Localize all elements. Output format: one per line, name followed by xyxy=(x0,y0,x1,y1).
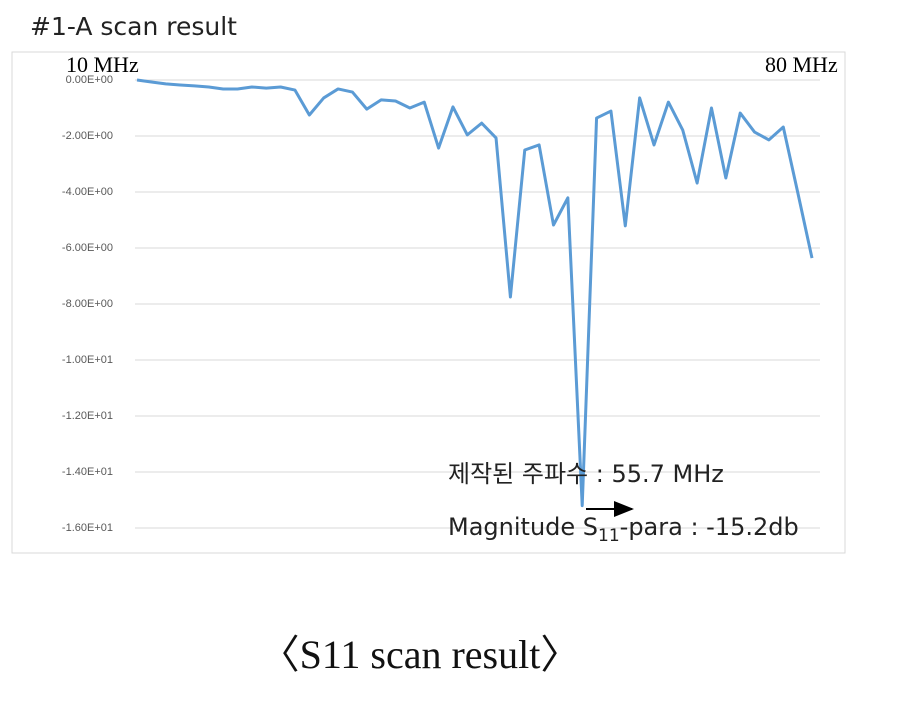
y-tick-label: -2.00E+00 xyxy=(62,130,113,142)
y-tick-label: -1.60E+01 xyxy=(62,522,113,534)
magnitude-prefix: Magnitude S xyxy=(448,513,598,541)
magnitude-suffix: -para : -15.2db xyxy=(620,513,799,541)
y-tick-label: 0.00E+00 xyxy=(66,74,113,86)
caption: 〈S11 scan result〉 xyxy=(260,632,581,677)
data-line xyxy=(136,78,814,508)
chart-title: #1-A scan result xyxy=(30,12,237,41)
frequency-annotation: 제작된 주파수 : 55.7 MHz xyxy=(448,460,724,488)
magnitude-annotation: Magnitude S11-para : -15.2db xyxy=(448,513,799,546)
y-tick-label: -1.40E+01 xyxy=(62,466,113,478)
y-tick-label: -1.00E+01 xyxy=(62,354,113,366)
y-tick-label: -4.00E+00 xyxy=(62,186,113,198)
y-tick-label: -8.00E+00 xyxy=(62,298,113,310)
y-tick-label: -6.00E+00 xyxy=(62,242,113,254)
y-tick-label: -1.20E+01 xyxy=(62,410,113,422)
start-label: 10 MHz xyxy=(66,52,139,77)
end-label: 80 MHz xyxy=(765,52,838,77)
magnitude-subscript: 11 xyxy=(598,526,620,546)
